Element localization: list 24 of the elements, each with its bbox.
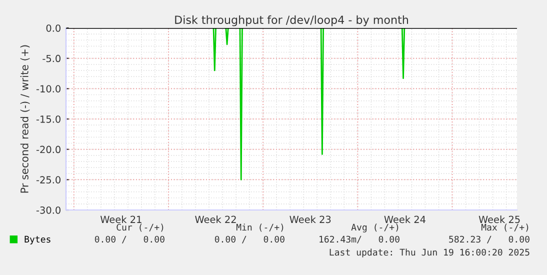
y-tick-label: -20.0 <box>36 146 60 154</box>
y-tick-label: -25.0 <box>36 176 60 184</box>
text: Max (-/+) <box>481 224 528 232</box>
text: 162.43m/ 0.00 <box>320 236 400 244</box>
y-tick-label: -5.0 <box>42 54 60 62</box>
y-axis-title: Pr second read (-) / write (+) <box>20 45 30 193</box>
text: 582.23 / 0.00 <box>449 236 530 244</box>
x-tick-label: Week 23 <box>290 216 331 224</box>
text: 0.00 / 0.00 <box>94 236 164 244</box>
y-tick-label: 0.0 <box>46 24 60 32</box>
y-tick-label: -30.0 <box>36 206 60 214</box>
chart-title: Disk throughput for /dev/loop4 - by month <box>175 15 408 26</box>
y-tick-label: -10.0 <box>36 85 60 92</box>
text: Avg (-/+) <box>351 224 398 232</box>
text: Cur (-/+) <box>116 224 164 232</box>
x-tick-label: Week 24 <box>384 216 426 224</box>
text: Last update: Thu Jun 19 16:00:20 2025 <box>330 248 530 258</box>
legend-label: Bytes <box>24 236 50 244</box>
text: 0.00 / 0.00 <box>214 236 284 244</box>
y-tick-label: -15.0 <box>36 115 60 123</box>
text: Min (-/+) <box>236 224 284 232</box>
x-tick-label: Week 22 <box>195 216 236 224</box>
x-tick-label: Week 21 <box>100 216 142 224</box>
x-tick-label: Week 25 <box>478 216 520 224</box>
